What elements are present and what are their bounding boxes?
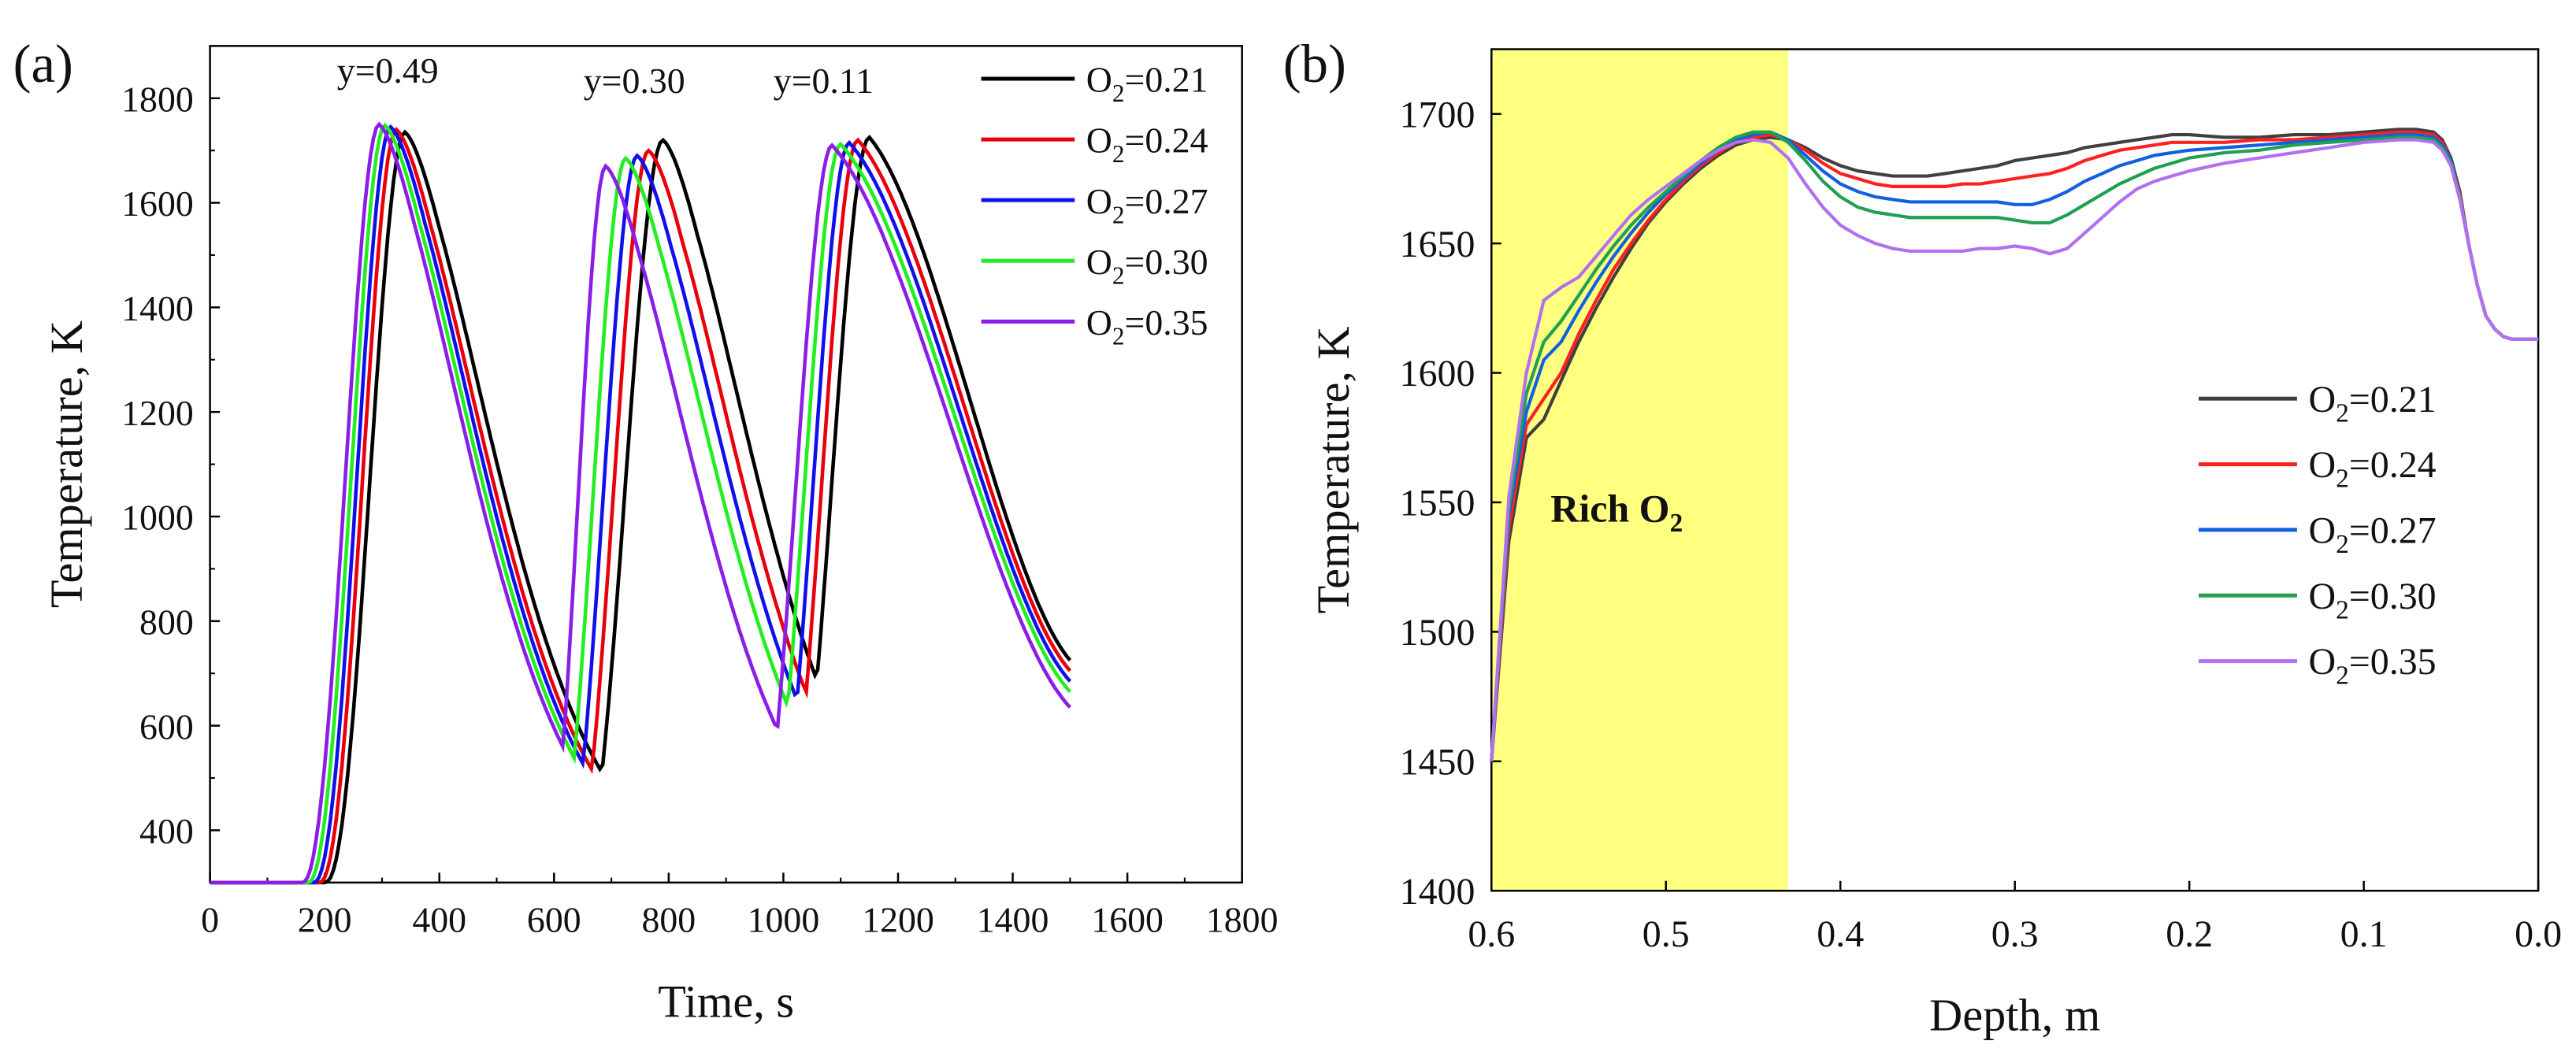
annotation-a-1: y=0.49	[337, 50, 439, 91]
panel-label-a: (a)	[13, 34, 73, 94]
x-tick-label-a: 1200	[862, 899, 934, 939]
legend-entry-a: O2=0.24	[1086, 120, 1208, 169]
x-tick-label-b: 0.3	[1991, 913, 2039, 955]
line-series-b-5	[1490, 138, 2539, 762]
x-tick-label-a: 1400	[977, 899, 1049, 939]
panel-b-depth-temperature: (b) Rich O2 0.6 0.5 0.4 0.3 0.2 0.1 0.0 1400 1450 1…	[1283, 34, 2562, 1040]
y-tick-label-a: 400	[139, 811, 194, 851]
y-tick-label-b: 1600	[1400, 353, 1475, 394]
legend-entry-a: O2=0.27	[1086, 181, 1208, 229]
annotation-a-2: y=0.30	[584, 61, 685, 101]
y-tick-label-a: 800	[139, 602, 194, 642]
legend-entry-b: O2=0.35	[2309, 641, 2437, 691]
y-tick-label-a: 1800	[121, 79, 194, 119]
x-tick-label-a: 1800	[1206, 899, 1279, 939]
line-series-a-2	[210, 127, 1072, 885]
panel-label-b: (b)	[1283, 34, 1346, 94]
legend-entry-b: O2=0.21	[2309, 379, 2437, 428]
y-tick-label-b: 1650	[1400, 224, 1475, 265]
y-tick-label-a: 1600	[121, 183, 194, 224]
x-axis-label-a: Time, s	[658, 976, 794, 1028]
legend-b: O2=0.21 O2=0.24 O2=0.27 O2=0.30 O2=0.35	[2198, 379, 2437, 691]
y-tick-label-b: 1550	[1400, 483, 1475, 524]
line-series-a-5	[210, 121, 1072, 885]
panel-a-time-temperature: (a) 0 200 400 600 800 1000 1200 1400 1600 1800 400 6…	[13, 34, 1279, 1028]
x-tick-label-a: 1600	[1091, 899, 1164, 939]
x-tick-label-a: 800	[642, 899, 696, 939]
y-tick-label-a: 1000	[121, 498, 194, 538]
y-tick-label-a: 1200	[121, 393, 194, 433]
line-series-a-4	[210, 122, 1072, 885]
y-tick-label-b: 1400	[1400, 871, 1475, 913]
x-tick-label-a: 0	[201, 899, 219, 939]
legend-entry-b: O2=0.24	[2309, 444, 2437, 494]
y-tick-label-b: 1700	[1400, 94, 1475, 135]
x-tick-label-b: 0.0	[2515, 913, 2562, 955]
x-tick-label-b: 0.1	[2340, 913, 2388, 955]
legend-entry-a: O2=0.35	[1086, 302, 1208, 350]
line-series-a-1	[210, 129, 1072, 885]
x-tick-label-b: 0.5	[1642, 913, 1690, 955]
x-tick-label-b: 0.2	[2166, 913, 2213, 955]
legend-a: O2=0.21 O2=0.24 O2=0.27 O2=0.30 O2=0.35	[981, 60, 1208, 350]
y-tick-label-b: 1500	[1400, 612, 1475, 654]
rich-o2-highlight	[1491, 49, 1788, 891]
x-tick-label-a: 600	[527, 899, 581, 939]
y-tick-label-b: 1450	[1400, 741, 1475, 783]
x-axis-label-b: Depth, m	[1929, 989, 2100, 1040]
x-tick-label-a: 1000	[748, 899, 820, 939]
y-tick-label-a: 600	[139, 706, 194, 746]
y-tick-label-a: 1400	[121, 288, 194, 328]
x-tick-label-b: 0.6	[1468, 913, 1515, 955]
legend-entry-a: O2=0.30	[1086, 242, 1208, 290]
x-tick-label-a: 200	[298, 899, 352, 939]
y-axis-label-b: Temperature, K	[1308, 326, 1359, 613]
annotation-a-3: y=0.11	[774, 61, 874, 101]
legend-entry-b: O2=0.27	[2309, 510, 2437, 560]
legend-entry-a: O2=0.21	[1086, 60, 1208, 108]
x-tick-label-a: 400	[412, 899, 466, 939]
rich-o2-label: Rich O2	[1550, 486, 1683, 538]
line-series-a-3	[210, 124, 1072, 885]
y-axis-label-a: Temperature, K	[41, 320, 92, 608]
legend-entry-b: O2=0.30	[2309, 576, 2437, 625]
x-tick-label-b: 0.4	[1817, 913, 1864, 955]
